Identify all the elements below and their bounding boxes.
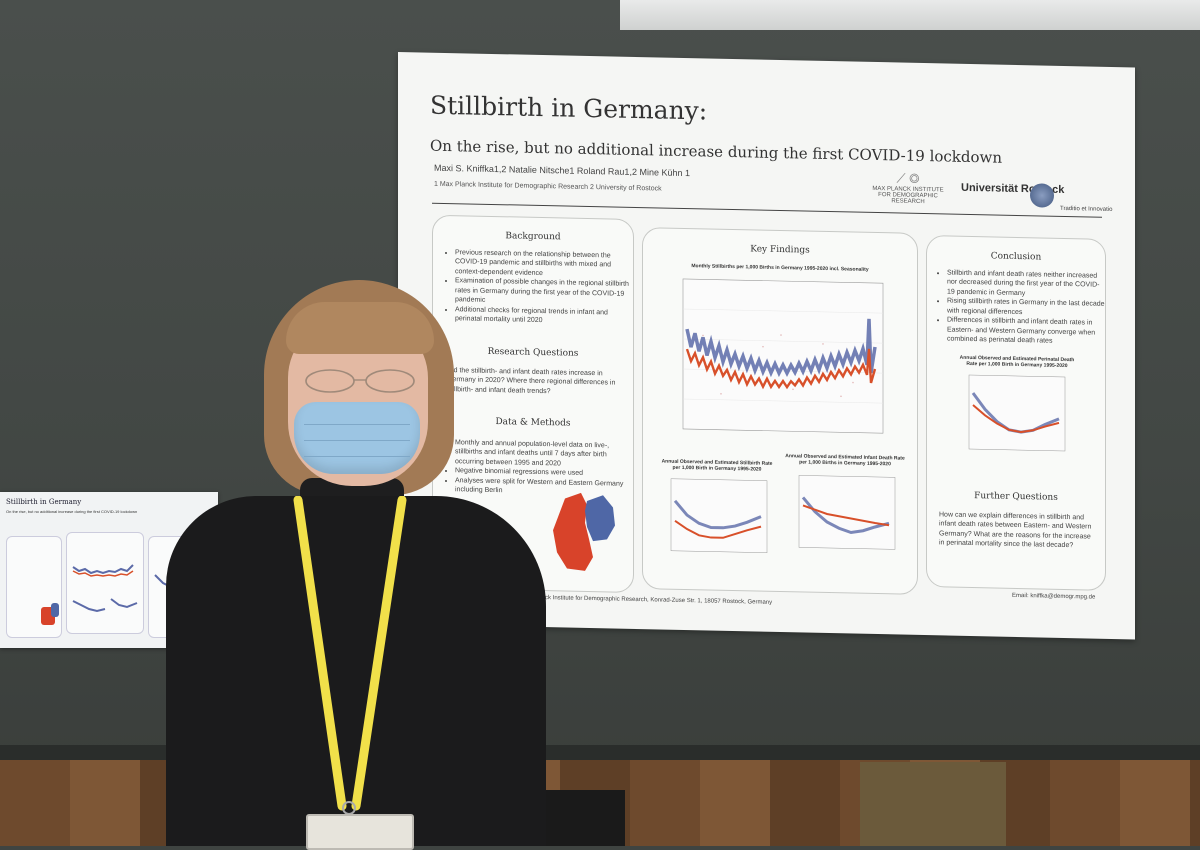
map-west-germany — [553, 492, 593, 571]
mpi-logo: ⟋ ◎ MAX PLANCK INSTITUTE FOR DEMOGRAPHIC… — [868, 170, 948, 206]
stillbirth-chart-title: Annual Observed and Estimated Stillbirth… — [661, 458, 773, 473]
background-panel: Background Previous research on the rela… — [432, 214, 634, 593]
mask-pleat — [304, 456, 410, 457]
presenter-bangs — [286, 302, 434, 354]
background-heading: Background — [505, 231, 561, 243]
poster-title: Stillbirth in Germany: — [430, 90, 708, 126]
main-poster: Stillbirth in Germany: On the rise, but … — [398, 52, 1135, 640]
key-findings-heading: Key Findings — [750, 244, 810, 256]
mask-pleat — [304, 424, 410, 425]
conclusion-item: Differences in stillbirth and infant dea… — [947, 316, 1105, 348]
rostock-seal-icon — [1030, 183, 1054, 208]
poster-authors: Maxi S. Kniffka1,2 Natalie Nitsche1 Rola… — [434, 162, 690, 179]
annual-infant-death-chart — [798, 475, 896, 550]
yellow-lanyard — [293, 496, 407, 815]
rostock-motto: Traditio et Innovatio — [1060, 205, 1113, 213]
small-poster-subtitle: On the rise, but no additional increase … — [6, 509, 138, 514]
conclusion-list: Stillbirth and infant death rates neithe… — [935, 268, 1105, 347]
annual-stillbirth-chart — [670, 478, 768, 553]
annual-perinatal-chart — [968, 374, 1066, 452]
conclusion-item: Stillbirth and infant death rates neithe… — [947, 268, 1105, 300]
monthly-stillbirth-chart — [682, 278, 884, 434]
poster-affiliations: 1 Max Planck Institute for Demographic R… — [434, 180, 662, 193]
main-chart-title: Monthly Stillbirths per 1,000 Births in … — [691, 263, 869, 273]
small-map-east — [51, 603, 59, 617]
map-east-germany — [585, 495, 615, 542]
conclusion-heading: Conclusion — [990, 251, 1042, 263]
glasses-icon — [305, 369, 415, 393]
further-questions-heading: Further Questions — [974, 491, 1058, 503]
presenter-person — [160, 270, 560, 850]
name-badge — [306, 814, 414, 850]
header-divider — [432, 202, 1102, 218]
perinatal-chart-title: Annual Observed and Estimated Perinatal … — [959, 354, 1075, 370]
conclusion-panel: Conclusion Stillbirth and infant death r… — [926, 235, 1106, 591]
infant-death-chart-title: Annual Observed and Estimated Infant Dea… — [785, 453, 905, 468]
ceiling-light-area — [620, 0, 1200, 30]
small-poster-panel-left — [6, 536, 62, 638]
small-poster-title: Stillbirth in Germany — [6, 498, 82, 506]
mpi-logo-icon: ⟋ ◎ — [896, 170, 920, 186]
small-poster-charts — [72, 564, 138, 613]
further-questions-text: How can we explain differences in stillb… — [939, 511, 1092, 550]
mpi-logo-text: MAX PLANCK INSTITUTE FOR DEMOGRAPHIC RES… — [872, 185, 944, 206]
face-mask — [294, 402, 420, 474]
germany-map — [553, 492, 615, 571]
key-findings-panel: Key Findings Monthly Stillbirths per 1,0… — [642, 227, 918, 595]
mask-pleat — [304, 440, 410, 441]
contact-email: Email: kniffka@demogr.mpg.de — [1012, 592, 1096, 601]
poster-subtitle: On the rise, but no additional increase … — [430, 136, 1003, 167]
small-poster-panel-center — [66, 532, 144, 634]
background-person-legs — [860, 762, 1006, 846]
background-person-legs-dark — [545, 790, 625, 846]
